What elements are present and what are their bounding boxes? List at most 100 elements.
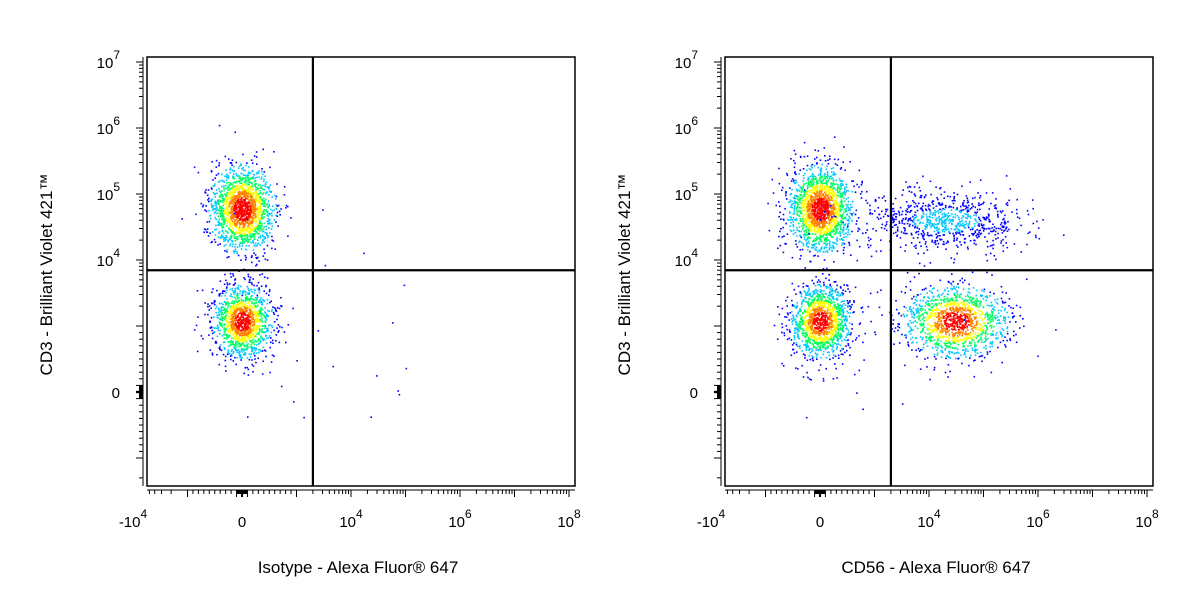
event-dot (219, 317, 222, 320)
event-dot (817, 226, 820, 229)
event-dot (802, 234, 805, 236)
event-dot (802, 201, 804, 204)
event-dot (810, 220, 812, 222)
event-dot (231, 200, 234, 202)
event-dot (240, 234, 243, 237)
event-dot (214, 177, 216, 179)
event-dot (251, 202, 254, 204)
event-dot (829, 221, 831, 224)
event-dot (254, 317, 256, 319)
event-dot (240, 213, 243, 216)
event-dot (236, 325, 239, 327)
event-dot (234, 291, 237, 293)
event-dot (228, 325, 230, 328)
event-dot (816, 239, 818, 241)
event-dot (233, 347, 235, 349)
event-dot (244, 217, 247, 219)
event-dot (228, 256, 230, 258)
event-dot (223, 240, 225, 242)
event-dot (797, 214, 800, 217)
event-dot (221, 325, 224, 328)
event-dot (229, 225, 232, 228)
event-dot (220, 349, 223, 352)
event-dot (811, 163, 814, 166)
event-dot (252, 229, 254, 232)
event-dot (833, 212, 835, 215)
event-dot (248, 320, 250, 322)
event-dot (235, 342, 237, 345)
event-dot (244, 325, 247, 328)
event-dot (254, 330, 257, 332)
event-dot (195, 213, 197, 216)
event-dot (799, 258, 801, 260)
event-dot (270, 212, 273, 215)
event-dot (812, 185, 815, 188)
event-dot (829, 231, 831, 234)
event-dot (824, 201, 827, 204)
event-dot (263, 216, 265, 218)
event-dot (224, 315, 226, 318)
event-dot (234, 248, 237, 250)
event-dot (268, 193, 270, 196)
event-dot (812, 175, 815, 177)
event-dot (242, 223, 244, 226)
event-dot (813, 206, 815, 209)
event-dot (822, 194, 824, 196)
event-dot (261, 273, 264, 275)
event-dot (219, 333, 221, 335)
event-dot (239, 290, 242, 292)
event-dot (263, 241, 266, 243)
event-dot (205, 210, 208, 213)
event-dot (252, 330, 254, 333)
event-dot (234, 219, 236, 221)
event-dot (271, 225, 274, 228)
event-dot (786, 172, 788, 175)
event-dot (196, 350, 199, 353)
event-dot (266, 314, 268, 317)
event-dot (795, 181, 798, 184)
event-dot (270, 331, 273, 334)
event-dot (261, 338, 264, 340)
event-dot (231, 202, 233, 204)
event-dot (230, 214, 233, 217)
event-dot (234, 243, 237, 246)
event-dot (223, 210, 225, 213)
event-dot (254, 326, 256, 329)
event-dot (218, 124, 221, 127)
event-dot (810, 205, 812, 208)
event-dot (235, 299, 237, 301)
event-dot (277, 324, 280, 326)
event-dot (226, 174, 229, 176)
event-dot (820, 200, 823, 202)
event-dot (244, 174, 246, 177)
event-dot (820, 231, 822, 234)
event-dot (256, 172, 258, 175)
event-dot (226, 187, 228, 190)
event-dot (830, 226, 833, 229)
event-dot (809, 260, 811, 263)
event-dot (238, 212, 241, 215)
event-dot (842, 252, 845, 255)
event-dot (815, 209, 817, 211)
event-dot (813, 192, 815, 194)
event-dot (257, 232, 259, 235)
event-dot (247, 180, 249, 182)
event-dot (205, 205, 207, 207)
event-dot (236, 322, 239, 324)
event-dot (247, 176, 249, 179)
event-dot (220, 295, 223, 297)
event-dot (824, 177, 826, 180)
event-dot (793, 208, 795, 210)
event-dot (815, 203, 818, 205)
event-dot (264, 324, 266, 327)
event-dot (242, 210, 245, 212)
event-dot (242, 189, 244, 192)
event-dot (252, 318, 255, 321)
event-dot (223, 308, 226, 311)
event-dot (248, 281, 250, 283)
event-dot (821, 226, 823, 229)
event-dot (797, 196, 800, 198)
event-dot (817, 200, 820, 203)
event-dot (265, 225, 267, 228)
event-dot (789, 199, 792, 201)
